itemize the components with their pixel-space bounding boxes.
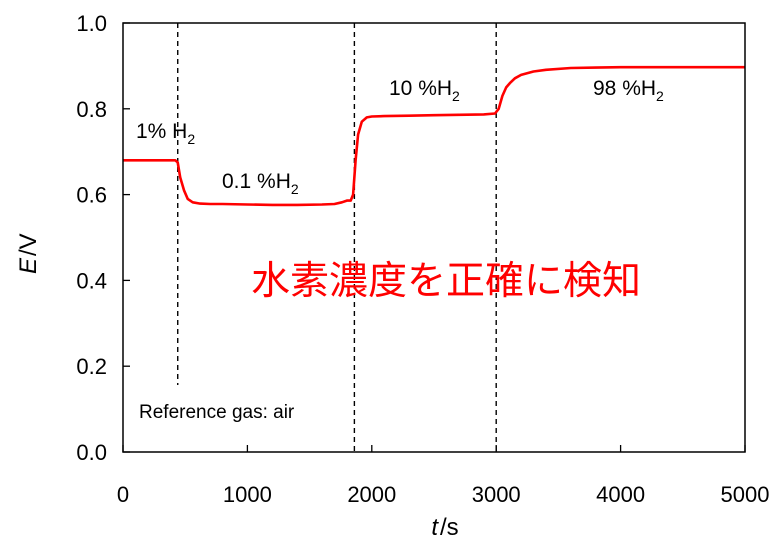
- annotation-1pct-h2: 1% H2: [136, 120, 195, 147]
- y-ticks: 0.0 0.2 0.4 0.6 0.8 1.0: [76, 11, 130, 465]
- y-tick-label: 1.0: [76, 11, 107, 36]
- annotation-98pct-h2: 98 %H2: [593, 77, 664, 104]
- y-tick-label: 0.2: [76, 354, 107, 379]
- x-ticks: 0 1000 2000 3000 4000 5000: [117, 445, 770, 507]
- annotation-10pct-h2: 10 %H2: [389, 77, 460, 104]
- annotation-0-1pct-h2: 0.1 %H2: [222, 170, 299, 197]
- headline-text: 水素濃度を正確に検知: [251, 259, 641, 304]
- y-tick-label: 0.8: [76, 97, 107, 122]
- plot-frame: [122, 22, 746, 453]
- x-axis-label: t: [431, 514, 439, 541]
- x-tick-label: 0: [117, 482, 129, 507]
- y-tick-label: 0.0: [76, 440, 107, 465]
- reference-gas-note: Reference gas: air: [139, 402, 295, 423]
- y-tick-label: 0.6: [76, 183, 107, 208]
- y-tick-label: 0.4: [76, 268, 107, 293]
- dividers: [177, 23, 497, 452]
- series-line: [123, 65, 745, 207]
- x-tick-label: 1000: [223, 482, 272, 507]
- x-tick-label: 4000: [596, 482, 645, 507]
- x-tick-label: 5000: [721, 482, 770, 507]
- y-axis-unit: /V: [15, 233, 42, 256]
- x-tick-label: 2000: [347, 482, 396, 507]
- x-axis-unit: /s: [440, 514, 459, 541]
- y-axis-label: E: [15, 257, 42, 274]
- x-tick-label: 3000: [472, 482, 521, 507]
